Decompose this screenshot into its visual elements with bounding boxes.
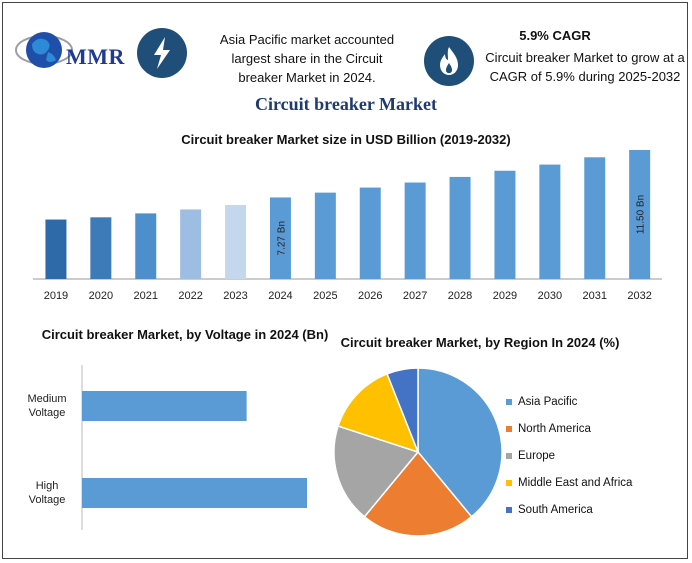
tick-label-2022: 2022 xyxy=(178,290,202,302)
bar-2027 xyxy=(404,182,426,279)
bar-2030 xyxy=(539,164,561,279)
bar-chart-title: Circuit breaker Market size in USD Billi… xyxy=(181,132,511,147)
legend-label: North America xyxy=(518,422,591,435)
tick-label-2025: 2025 xyxy=(313,290,337,302)
pie-slice-middle-east-and-africa xyxy=(337,372,420,454)
legend-item: Europe xyxy=(506,442,632,469)
flame-icon-circle xyxy=(424,36,474,86)
legend-item: Asia Pacific xyxy=(506,388,632,415)
bar-2019 xyxy=(45,219,67,279)
legend-label: Asia Pacific xyxy=(518,395,578,408)
data-label-2024: 7.27 Bn xyxy=(276,221,287,255)
tick-label-2021: 2021 xyxy=(134,290,158,302)
flame-icon xyxy=(440,47,458,75)
data-label-2032: 11.50 Bn xyxy=(636,195,647,234)
bar-2031 xyxy=(584,157,606,279)
legend-label: Middle East and Africa xyxy=(518,476,633,489)
bar-2032 xyxy=(629,150,651,279)
pie-slice-north-america xyxy=(363,450,473,537)
tick-label-2031: 2031 xyxy=(583,290,607,302)
tick-label-2029: 2029 xyxy=(493,290,517,302)
info-left-text: Asia Pacific market accounted largest sh… xyxy=(219,32,395,85)
tick-label-2032: 2032 xyxy=(627,290,651,302)
voltage-bar-medium-voltage xyxy=(82,391,247,421)
voltage-chart-title: Circuit breaker Market, by Voltage in 20… xyxy=(41,327,329,342)
tick-label-2019: 2019 xyxy=(44,290,68,302)
tick-label-2023: 2023 xyxy=(223,290,247,302)
pie-slice-asia-pacific xyxy=(417,367,503,518)
bar-2029 xyxy=(494,170,516,279)
legend-item: South America xyxy=(506,496,632,523)
lightning-icon-circle xyxy=(137,28,187,78)
bar-2025 xyxy=(314,192,336,279)
lightning-icon xyxy=(154,37,170,69)
voltage-category-label: Medium xyxy=(27,393,66,405)
tick-label-2026: 2026 xyxy=(358,290,382,302)
tick-label-2020: 2020 xyxy=(89,290,113,302)
bar-2023 xyxy=(225,204,247,279)
bar-2024 xyxy=(269,197,291,279)
info-right-text: Circuit breaker Market to grow at a CAGR… xyxy=(485,50,685,84)
bar-2028 xyxy=(449,176,471,279)
legend-label: South America xyxy=(518,503,593,516)
pie-slice-south-america xyxy=(386,367,419,453)
legend-swatch xyxy=(506,506,512,513)
voltage-bar-high-voltage xyxy=(82,478,307,508)
legend-swatch xyxy=(506,398,512,405)
tick-label-2028: 2028 xyxy=(448,290,472,302)
globe-icon xyxy=(15,32,73,68)
legend-label: Europe xyxy=(518,449,556,462)
voltage-category-label: Voltage xyxy=(29,494,66,506)
logo-text: MMR xyxy=(66,44,125,69)
voltage-category-label: Voltage xyxy=(29,407,66,419)
legend-swatch xyxy=(506,479,512,486)
legend-item: Middle East and Africa xyxy=(506,469,632,496)
legend-swatch xyxy=(506,452,512,459)
pie-legend: Asia Pacific North America Europe Middle Ea… xyxy=(506,388,632,523)
tick-label-2027: 2027 xyxy=(403,290,427,302)
bar-2022 xyxy=(180,209,202,279)
pie-slice-europe xyxy=(333,425,420,518)
region-chart-title: Circuit breaker Market, by Region In 202… xyxy=(340,335,620,350)
main-title: Circuit breaker Market xyxy=(255,94,437,114)
tick-label-2030: 2030 xyxy=(538,290,562,302)
bar-2026 xyxy=(359,187,381,279)
bar-2021 xyxy=(135,213,157,279)
voltage-category-label: High xyxy=(36,480,59,492)
tick-label-2024: 2024 xyxy=(268,290,292,302)
cagr-title: 5.9% CAGR xyxy=(519,28,591,43)
legend-swatch xyxy=(506,425,512,432)
bar-2020 xyxy=(90,217,112,279)
legend-item: North America xyxy=(506,415,632,442)
